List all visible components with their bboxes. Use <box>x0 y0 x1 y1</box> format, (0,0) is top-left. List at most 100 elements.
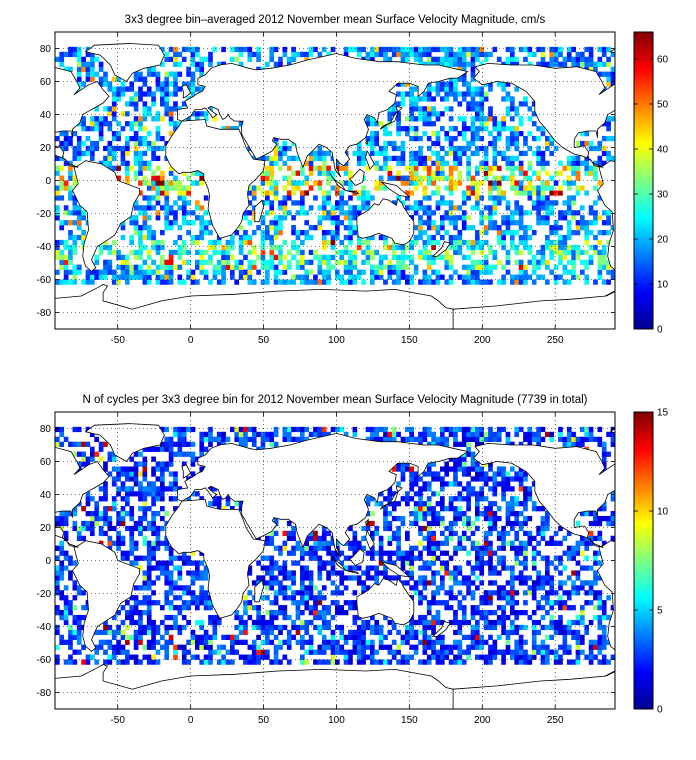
bin-cell <box>518 264 524 270</box>
bin-cell <box>195 644 200 650</box>
bin-cell <box>523 150 528 157</box>
bin-cell <box>575 649 581 655</box>
bin-cell <box>72 234 78 241</box>
bin-cell <box>155 629 161 636</box>
bin-cell <box>453 614 458 621</box>
bin-cell <box>129 550 135 556</box>
bin-cell <box>55 654 60 660</box>
bin-cell <box>365 190 371 196</box>
bin-cell <box>278 580 283 586</box>
bin-cell <box>475 540 480 546</box>
bin-cell <box>195 619 200 626</box>
bin-cell <box>483 614 489 621</box>
bin-cell <box>606 451 611 457</box>
bin-cell <box>606 210 611 216</box>
bin-cell <box>125 180 130 186</box>
bin-cell <box>536 264 541 270</box>
bin-cell <box>426 461 432 467</box>
bin-cell <box>107 249 113 256</box>
bin-cell <box>181 81 187 87</box>
bin-cell <box>352 590 358 596</box>
bin-cell <box>448 190 454 196</box>
bin-cell <box>470 269 476 275</box>
bin-cell <box>566 624 572 631</box>
bin-cell <box>181 555 187 561</box>
bin-cell <box>501 535 506 541</box>
bin-cell <box>562 239 568 246</box>
bin-cell <box>164 466 170 472</box>
bin-cell <box>461 535 467 541</box>
bin-cell <box>190 441 196 447</box>
bin-cell <box>146 91 152 97</box>
bin-cell <box>59 540 65 546</box>
landmass <box>345 190 360 195</box>
bin-cell <box>444 254 450 260</box>
bin-cell <box>461 649 467 655</box>
bin-cell <box>496 185 502 191</box>
bin-cell <box>545 649 550 655</box>
bin-cell <box>238 225 244 231</box>
bin-cell <box>418 279 423 285</box>
bin-cell <box>475 506 480 512</box>
bin-cell <box>440 654 445 660</box>
bin-cell <box>545 200 550 206</box>
bin-cell <box>514 555 520 561</box>
bin-cell <box>453 249 458 256</box>
bin-cell <box>321 540 327 546</box>
bin-cell <box>356 614 362 621</box>
bin-cell <box>405 535 410 541</box>
bin-cell <box>181 200 187 206</box>
bin-cell <box>453 431 458 438</box>
bin-cell <box>492 145 498 152</box>
bin-cell <box>426 431 432 438</box>
bin-cell <box>164 200 170 206</box>
bin-cell <box>400 249 406 256</box>
bin-cell <box>461 56 467 62</box>
bin-cell <box>256 644 261 650</box>
bin-cell <box>545 560 550 566</box>
bin-cell <box>505 155 511 161</box>
bin-cell <box>59 590 65 596</box>
bin-cell <box>466 269 471 275</box>
bin-cell <box>514 520 520 527</box>
bin-cell <box>409 254 415 260</box>
bin-cell <box>370 545 375 551</box>
bin-cell <box>251 580 257 586</box>
bin-cell <box>518 476 524 482</box>
bin-cell <box>422 486 428 492</box>
bin-cell <box>120 506 126 512</box>
bin-cell <box>308 150 314 157</box>
bin-cell <box>501 560 506 566</box>
bin-cell <box>160 515 165 522</box>
bin-cell <box>584 654 590 660</box>
bin-cell <box>435 175 441 181</box>
bin-cell <box>273 515 279 522</box>
bin-cell <box>256 610 261 616</box>
bin-cell <box>212 629 218 636</box>
bin-cell <box>339 570 345 576</box>
bin-cell <box>391 249 397 256</box>
bin-cell <box>501 155 506 161</box>
bin-cell <box>155 565 161 571</box>
bin-cell <box>606 659 611 665</box>
bin-cell <box>234 230 240 236</box>
bin-cell <box>321 200 327 206</box>
bin-cell <box>505 441 511 447</box>
bin-cell <box>483 481 489 487</box>
bin-cell <box>531 185 537 191</box>
bin-cell <box>256 580 261 586</box>
bin-cell <box>173 649 178 655</box>
bin-cell <box>571 56 576 62</box>
bin-cell <box>286 614 292 621</box>
bin-cell <box>435 274 441 280</box>
bin-cell <box>142 486 148 492</box>
bin-cell <box>361 160 366 166</box>
bin-cell <box>566 545 572 551</box>
bin-cell <box>422 175 428 181</box>
bin-cell <box>580 220 585 226</box>
bin-cell <box>142 540 148 546</box>
bin-cell <box>98 639 104 645</box>
bin-cell <box>584 46 590 53</box>
bin-cell <box>203 210 209 216</box>
bin-cell <box>142 259 148 265</box>
